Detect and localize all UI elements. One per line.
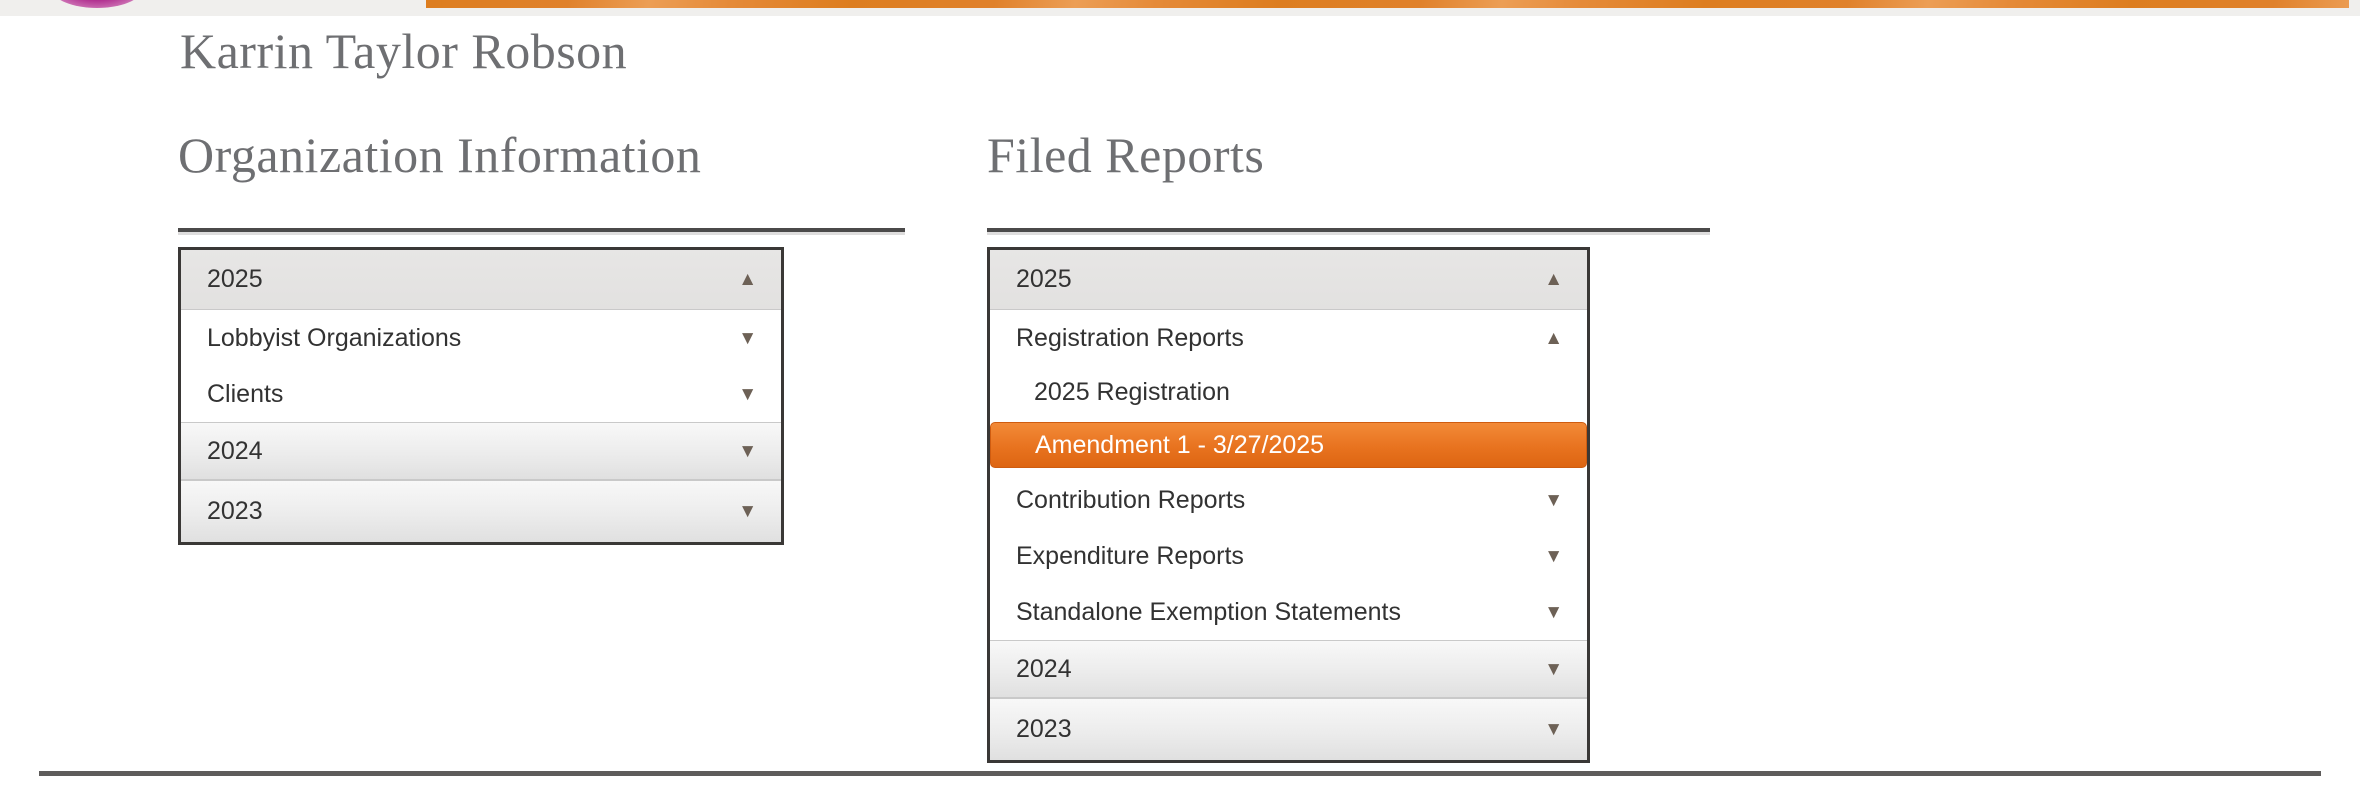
accordion-item-expenditure-reports[interactable]: Expenditure Reports ▼ <box>990 528 1587 584</box>
accordion-item-label: 2025 <box>1016 265 1072 293</box>
triangle-up-icon: ▲ <box>1544 269 1563 290</box>
accordion-item-contribution-reports[interactable]: Contribution Reports ▼ <box>990 472 1587 528</box>
accordion-year-2023[interactable]: 2023 ▼ <box>181 480 781 542</box>
heading-underline-right <box>987 228 1710 232</box>
triangle-down-icon: ▼ <box>738 327 757 349</box>
triangle-down-icon: ▼ <box>1544 658 1563 680</box>
heading-underline-left <box>178 228 905 232</box>
accordion-item-label: Registration Reports <box>1016 323 1244 352</box>
page-title: Karrin Taylor Robson <box>180 23 628 79</box>
accordion-item-label: Clients <box>207 379 284 408</box>
triangle-down-icon: ▼ <box>738 501 757 522</box>
accordion-item-label: 2023 <box>1016 715 1072 743</box>
accordion-item-label: Standalone Exemption Statements <box>1016 597 1401 626</box>
filed-reports-accordion: 2025 ▲ Registration Reports ▲ 2025 Regis… <box>987 247 1590 763</box>
triangle-down-icon: ▼ <box>738 383 757 405</box>
triangle-down-icon: ▼ <box>1544 601 1563 623</box>
accordion-item-label: Lobbyist Organizations <box>207 323 462 352</box>
accordion-year-2023[interactable]: 2023 ▼ <box>990 698 1587 760</box>
accordion-year-2024[interactable]: 2024 ▼ <box>990 640 1587 698</box>
accordion-item-amendment-1-selected[interactable]: Amendment 1 - 3/27/2025 <box>990 422 1587 468</box>
accordion-item-standalone-exemption-statements[interactable]: Standalone Exemption Statements ▼ <box>990 584 1587 640</box>
triangle-up-icon: ▲ <box>738 269 757 290</box>
site-logo-icon <box>52 0 142 8</box>
accordion-item-label: 2024 <box>1016 654 1072 683</box>
accordion-item-label: 2025 <box>207 265 263 293</box>
accordion-year-2025[interactable]: 2025 ▲ <box>990 250 1587 310</box>
section-heading-filed-reports: Filed Reports <box>987 127 1265 183</box>
triangle-down-icon: ▼ <box>1544 489 1563 511</box>
page-bottom-divider <box>39 771 2321 776</box>
accordion-item-label: Contribution Reports <box>1016 485 1246 514</box>
accordion-item-label: 2023 <box>207 497 263 525</box>
accordion-item-label: 2024 <box>207 436 263 465</box>
triangle-down-icon: ▼ <box>1544 719 1563 740</box>
accordion-item-registration-reports[interactable]: Registration Reports ▲ <box>990 310 1587 366</box>
accordion-item-label: Expenditure Reports <box>1016 541 1244 570</box>
triangle-down-icon: ▼ <box>738 440 757 462</box>
accordion-item-label: 2025 Registration <box>1034 377 1230 406</box>
accordion-item-clients[interactable]: Clients ▼ <box>181 366 781 422</box>
accordion-item-2025-registration[interactable]: 2025 Registration <box>990 366 1587 418</box>
section-heading-organization-information: Organization Information <box>178 127 702 183</box>
accordion-year-2025[interactable]: 2025 ▲ <box>181 250 781 310</box>
accordion-item-label: Amendment 1 - 3/27/2025 <box>1035 430 1325 459</box>
accordion-year-2024[interactable]: 2024 ▼ <box>181 422 781 480</box>
triangle-down-icon: ▼ <box>1544 545 1563 567</box>
banner-accent-strip <box>426 0 2349 8</box>
top-banner <box>0 0 2360 16</box>
triangle-up-icon: ▲ <box>1544 327 1563 349</box>
organization-info-accordion: 2025 ▲ Lobbyist Organizations ▼ Clients … <box>178 247 784 545</box>
accordion-item-lobbyist-organizations[interactable]: Lobbyist Organizations ▼ <box>181 310 781 366</box>
